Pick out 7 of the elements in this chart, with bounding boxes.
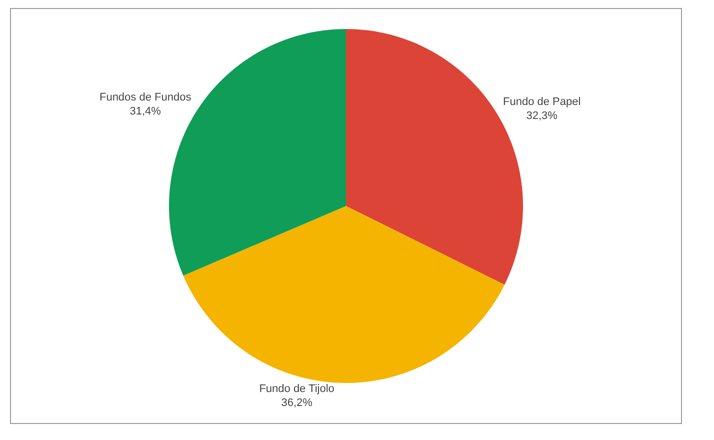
slice-label: Fundo de Tijolo (259, 382, 334, 395)
slice-label: Fundos de Fundos (99, 91, 192, 104)
data-label: 32,3% (526, 110, 558, 122)
pie-slice (183, 206, 505, 383)
data-label: 31,4% (130, 106, 162, 118)
data-label: 36,2% (281, 397, 313, 410)
slice-label: Fundo de Papel (503, 96, 581, 108)
